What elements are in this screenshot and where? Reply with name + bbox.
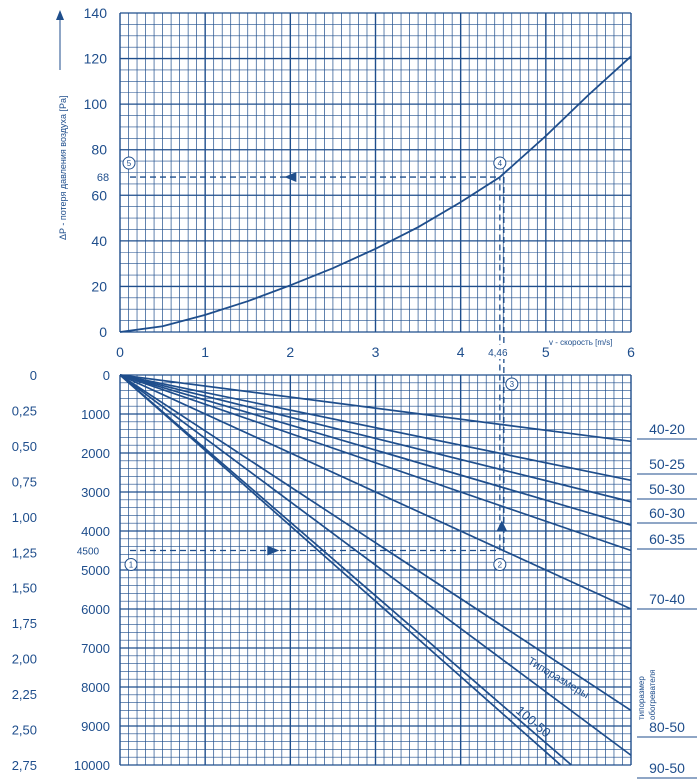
step-label-2: 2 bbox=[498, 561, 503, 570]
top-y-tick-label: 80 bbox=[91, 142, 107, 158]
x-marker-bg bbox=[483, 345, 514, 359]
left-scale-tick-label: 0,25 bbox=[12, 403, 37, 418]
flow-lines-group bbox=[119, 374, 632, 766]
left-scale-tick-label: 2,50 bbox=[12, 723, 37, 738]
bottom-y-tick-label: 8000 bbox=[81, 680, 110, 695]
bottom-y-tick-label: 1000 bbox=[81, 407, 110, 422]
flow-marker-bg bbox=[70, 542, 106, 557]
bottom-y-tick-label: 9000 bbox=[81, 719, 110, 734]
bottom-y-tick-label: 0 bbox=[103, 368, 110, 383]
bottom-y-tick-label: 2000 bbox=[81, 446, 110, 461]
size-label-50-25: 50-25 bbox=[649, 456, 685, 472]
top-x-tick-label: 6 bbox=[627, 344, 635, 360]
left-scale-tick-label: 2,00 bbox=[12, 652, 37, 667]
up-arrow-icon bbox=[496, 520, 507, 531]
flow-line-80-50 bbox=[119, 374, 632, 712]
flow-line-40-20 bbox=[119, 374, 632, 443]
size-label-80-50: 80-50 bbox=[649, 719, 685, 735]
step-label-3: 3 bbox=[510, 380, 515, 389]
pressure-curve-group bbox=[119, 55, 632, 333]
left-arrow-icon bbox=[284, 172, 297, 183]
x-marker-4-46-label: 4,46 bbox=[488, 348, 508, 359]
size-label-60-30: 60-30 bbox=[649, 505, 685, 521]
left-scale-tick-label: 0,50 bbox=[12, 439, 37, 454]
flow-line-90-50 bbox=[119, 374, 632, 756]
top-y-tick-label: 40 bbox=[91, 233, 107, 249]
bottom-y-tick-label: 10000 bbox=[74, 758, 110, 773]
top-marker-68-label: 68 bbox=[97, 172, 109, 184]
flow-line-50-30 bbox=[119, 374, 632, 503]
step-circle-2 bbox=[493, 558, 507, 571]
top-x-tick-label: 3 bbox=[372, 344, 380, 360]
heater-sizes-label-1: типоразмер bbox=[637, 676, 646, 720]
step-circle-1 bbox=[124, 558, 138, 571]
top-y-axis-title: ΔP - потеря давления воздуха [Pa] bbox=[58, 96, 68, 240]
left-scale-tick-label: 1,50 bbox=[12, 581, 37, 596]
bottom-chart-grid bbox=[119, 374, 632, 766]
top-y-axis-arrowhead bbox=[56, 10, 64, 20]
step-label-5: 5 bbox=[127, 159, 132, 168]
flow-line-100-50 bbox=[119, 374, 572, 766]
top-y-tick-label: 20 bbox=[91, 278, 107, 294]
pressure-loss-curve bbox=[119, 55, 632, 333]
top-y-tick-label: 120 bbox=[84, 51, 108, 67]
bottom-y-tick-label: 5000 bbox=[81, 563, 110, 578]
top-x-tick-label: 4 bbox=[457, 344, 465, 360]
top-marker-bg bbox=[92, 169, 114, 184]
top-y-tick-label: 0 bbox=[99, 324, 107, 340]
top-y-tick-label: 100 bbox=[84, 96, 108, 112]
bottom-y-tick-label: 7000 bbox=[81, 641, 110, 656]
flow-line-60-35 bbox=[119, 374, 632, 552]
size-label-90-50: 90-50 bbox=[649, 760, 685, 776]
top-y-tick-label: 60 bbox=[91, 187, 107, 203]
left-scale-tick-label: 1,25 bbox=[12, 545, 37, 560]
left-scale-tick-label: 1,00 bbox=[12, 510, 37, 525]
top-x-tick-label: 1 bbox=[201, 344, 209, 360]
right-arrow-icon bbox=[267, 545, 280, 556]
step-label-4: 4 bbox=[498, 159, 503, 168]
flow-marker-4500-label: 4500 bbox=[77, 547, 100, 558]
top-chart-grid bbox=[56, 10, 632, 333]
heater-sizes-label-2: обогревателя bbox=[648, 670, 657, 721]
left-scale-tick-label: 1,75 bbox=[12, 616, 37, 631]
step-label-1: 1 bbox=[129, 561, 134, 570]
top-x-tick-label: 0 bbox=[116, 344, 124, 360]
step-circle-3 bbox=[505, 377, 519, 391]
inline-series-label-100-50: 100-50 bbox=[513, 703, 554, 741]
size-label-40-20: 40-20 bbox=[649, 421, 685, 437]
guide-lines-group: 1 2 3 4 5 bbox=[122, 156, 519, 571]
flow-line-70-40 bbox=[119, 374, 632, 610]
size-label-50-30: 50-30 bbox=[649, 481, 685, 497]
left-scale-tick-label: 0 bbox=[30, 368, 37, 383]
left-scale-tick-label: 0,75 bbox=[12, 474, 37, 489]
top-x-tick-label: 5 bbox=[542, 344, 550, 360]
flow-line-60-30 bbox=[119, 374, 632, 526]
left-scale-tick-label: 2,75 bbox=[12, 758, 37, 773]
top-y-tick-label: 140 bbox=[84, 5, 108, 21]
step-circle-5 bbox=[122, 156, 136, 170]
bottom-y-tick-label: 6000 bbox=[81, 602, 110, 617]
bottom-y-tick-label: 3000 bbox=[81, 485, 110, 500]
size-label-60-35: 60-35 bbox=[649, 531, 685, 547]
step-circle-4 bbox=[493, 156, 507, 170]
bottom-y-tick-label: 4000 bbox=[81, 524, 110, 539]
flow-line-50-25 bbox=[119, 374, 632, 482]
top-x-tick-label: 2 bbox=[286, 344, 294, 360]
flow-line-unlabeled-9 bbox=[119, 374, 562, 766]
left-scale-tick-label: 2,25 bbox=[12, 687, 37, 702]
top-x-axis-title: v - скорость [m/s] bbox=[549, 338, 612, 347]
size-label-70-40: 70-40 bbox=[649, 591, 685, 607]
